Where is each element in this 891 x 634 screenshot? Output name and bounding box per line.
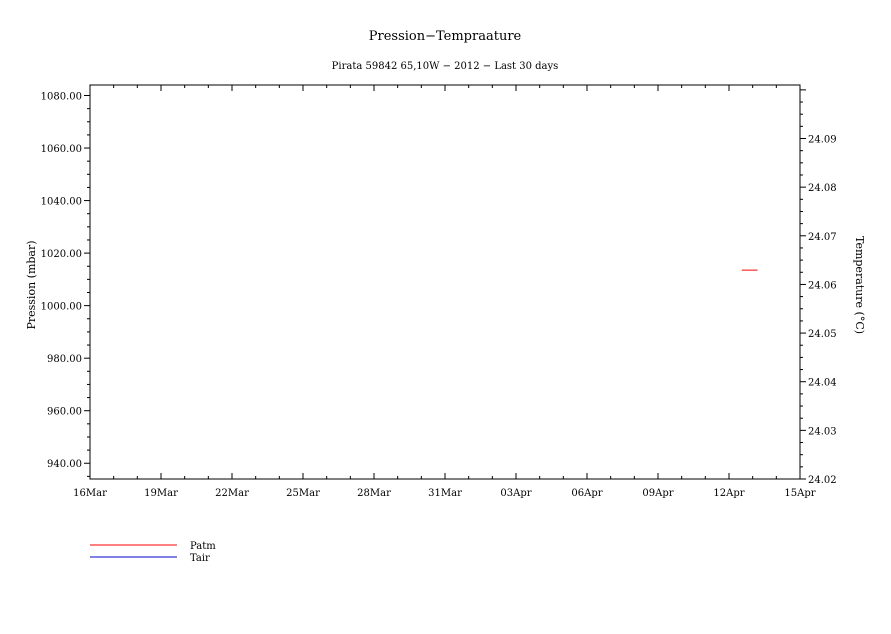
y2-tick-label: 24.08 <box>808 183 837 194</box>
y2-tick-label: 24.05 <box>808 329 837 340</box>
x-tick-label: 22Mar <box>215 488 249 499</box>
y-tick-label: 1080.00 <box>41 92 82 103</box>
x-tick-label: 12Apr <box>713 488 744 499</box>
legend-label: Tair <box>190 553 210 564</box>
x-tick-label: 28Mar <box>357 488 391 499</box>
x-tick-label: 31Mar <box>428 488 462 499</box>
y2-tick-label: 24.09 <box>808 135 837 146</box>
x-tick-label: 06Apr <box>571 488 602 499</box>
y2-axis-label: Temperature (°C) <box>853 236 866 334</box>
y-tick-label: 1000.00 <box>41 302 82 313</box>
x-tick-label: 25Mar <box>286 488 320 499</box>
y-tick-label: 940.00 <box>47 459 82 470</box>
legend-label: Patm <box>190 541 216 552</box>
y2-tick-label: 24.06 <box>808 280 837 291</box>
y-axis-label: Pression (mbar) <box>25 240 38 329</box>
y-tick-label: 1060.00 <box>41 144 82 155</box>
x-tick-label: 15Apr <box>784 488 815 499</box>
y-tick-label: 960.00 <box>47 407 82 418</box>
x-tick-label: 16Mar <box>73 488 107 499</box>
x-tick-label: 03Apr <box>500 488 531 499</box>
y-tick-label: 1040.00 <box>41 197 82 208</box>
chart-subtitle: Pirata 59842 65,10W − 2012 − Last 30 day… <box>332 61 559 72</box>
y2-tick-label: 24.03 <box>808 426 837 437</box>
y-tick-label: 980.00 <box>47 354 82 365</box>
x-tick-label: 09Apr <box>642 488 673 499</box>
chart-title: Pression−Tempraature <box>369 29 522 44</box>
plot-frame <box>89 84 801 480</box>
y2-tick-label: 24.07 <box>808 232 837 243</box>
y2-tick-label: 24.02 <box>808 475 837 486</box>
y2-tick-label: 24.04 <box>808 378 837 389</box>
x-tick-label: 19Mar <box>144 488 178 499</box>
y-tick-label: 1020.00 <box>41 249 82 260</box>
